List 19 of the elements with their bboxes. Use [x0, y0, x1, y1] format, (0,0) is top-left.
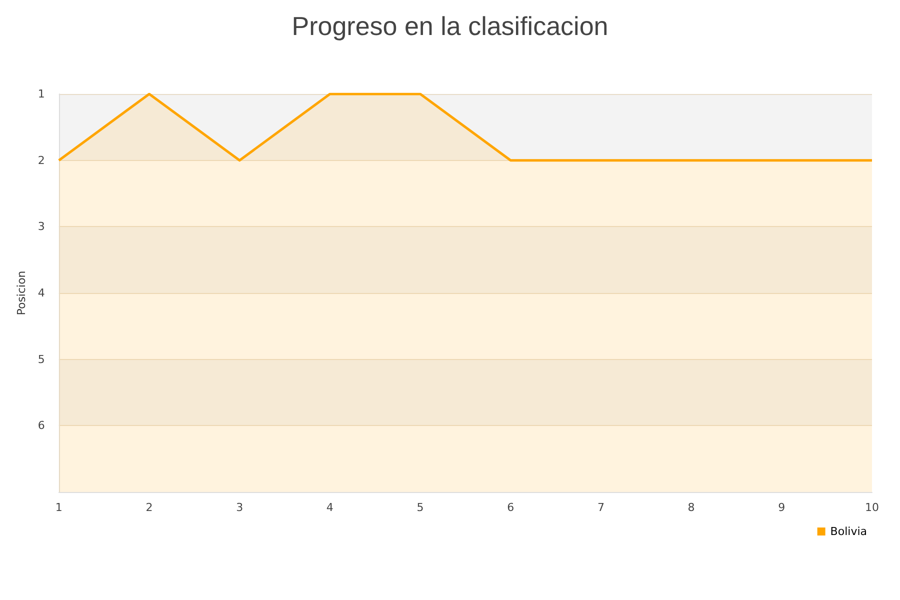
x-tick-label: 2: [146, 501, 153, 514]
x-tick-label: 3: [236, 501, 244, 514]
x-tick-label: 10: [865, 501, 879, 514]
y-tick-label: 5: [38, 352, 45, 366]
x-tick-label: 6: [507, 501, 514, 514]
legend-label: Bolivia: [830, 525, 868, 538]
y-axis-title: Posicion: [15, 270, 28, 316]
y-tick-label: 2: [38, 154, 45, 167]
x-tick-label: 1: [55, 501, 62, 514]
y-tick-label: 6: [38, 419, 45, 432]
chart-title: Progreso en la clasificacion: [292, 11, 608, 41]
y-tick-label: 3: [38, 220, 45, 234]
x-tick-label: 7: [597, 501, 604, 514]
x-tick-label: 5: [416, 501, 424, 514]
y-tick-label: 4: [38, 286, 45, 300]
x-tick-label: 8: [688, 501, 695, 514]
x-tick-label: 9: [778, 501, 786, 514]
x-tick-label: 4: [326, 501, 334, 514]
y-tick-label: 1: [38, 88, 45, 100]
